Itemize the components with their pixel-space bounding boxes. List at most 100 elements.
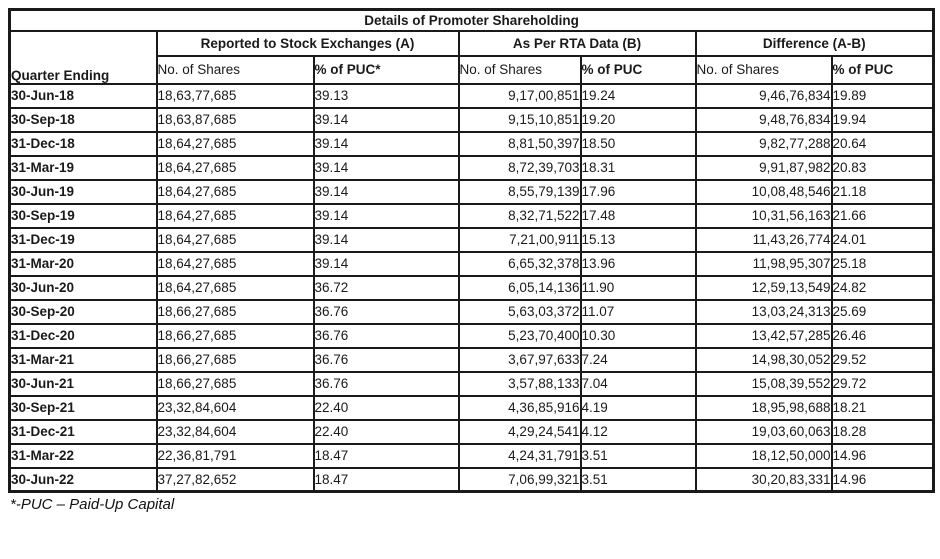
rta-puc-cell: 4.19 [579, 394, 697, 421]
diff-shares-cell: 19,03,60,063 [694, 418, 833, 445]
table-row: 30-Jun-18 18,63,77,685 39.13 9,17,00,851… [8, 82, 935, 109]
reported-shares-cell: 23,32,84,604 [155, 394, 315, 421]
reported-puc-cell: 36.72 [312, 274, 460, 301]
reported-puc-cell: 36.76 [312, 322, 460, 349]
diff-shares-cell: 15,08,39,552 [694, 370, 833, 397]
rta-shares-cell: 4,29,24,541 [457, 418, 582, 445]
promoter-shareholding-table: Details of Promoter Shareholding Quarter… [8, 8, 936, 493]
quarter-cell: 30-Sep-19 [8, 202, 158, 229]
diff-puc-cell: 26.46 [830, 322, 935, 349]
quarter-cell: 30-Sep-20 [8, 298, 158, 325]
diff-shares-cell: 10,08,48,546 [694, 178, 833, 205]
diff-shares-cell: 18,95,98,688 [694, 394, 833, 421]
reported-puc-cell: 36.76 [312, 370, 460, 397]
quarter-cell: 31-Dec-21 [8, 418, 158, 445]
diff-puc-cell: 19.94 [830, 106, 935, 133]
reported-puc-cell: 39.14 [312, 130, 460, 157]
reported-shares-cell: 18,66,27,685 [155, 298, 315, 325]
table-row: 31-Mar-20 18,64,27,685 39.14 6,65,32,378… [8, 250, 935, 277]
quarter-cell: 31-Dec-18 [8, 130, 158, 157]
diff-shares-cell: 13,03,24,313 [694, 298, 833, 325]
table-row: 30-Sep-21 23,32,84,604 22.40 4,36,85,916… [8, 394, 935, 421]
rta-shares-cell: 7,21,00,911 [457, 226, 582, 253]
quarter-cell: 31-Dec-19 [8, 226, 158, 253]
rta-puc-cell: 17.48 [579, 202, 697, 229]
subheader-reported-shares: No. of Shares [155, 54, 315, 85]
reported-puc-cell: 18.47 [312, 442, 460, 469]
rta-puc-cell: 3.51 [579, 466, 697, 493]
rta-puc-cell: 3.51 [579, 442, 697, 469]
rta-puc-cell: 7.24 [579, 346, 697, 373]
rta-puc-cell: 4.12 [579, 418, 697, 445]
quarter-cell: 30-Jun-19 [8, 178, 158, 205]
subheader-reported-puc: % of PUC* [312, 54, 460, 85]
table-row: 30-Sep-20 18,66,27,685 36.76 5,63,03,372… [8, 298, 935, 325]
reported-puc-cell: 39.14 [312, 106, 460, 133]
diff-puc-cell: 14.96 [830, 466, 935, 493]
rta-puc-cell: 15.13 [579, 226, 697, 253]
rta-puc-cell: 13.96 [579, 250, 697, 277]
reported-shares-cell: 18,63,87,685 [155, 106, 315, 133]
reported-puc-cell: 39.13 [312, 82, 460, 109]
quarter-cell: 30-Jun-18 [8, 82, 158, 109]
diff-puc-cell: 24.01 [830, 226, 935, 253]
rta-shares-cell: 5,63,03,372 [457, 298, 582, 325]
rta-shares-cell: 6,65,32,378 [457, 250, 582, 277]
table-row: 30-Sep-19 18,64,27,685 39.14 8,32,71,522… [8, 202, 935, 229]
diff-puc-cell: 29.52 [830, 346, 935, 373]
reported-shares-cell: 18,64,27,685 [155, 154, 315, 181]
rta-shares-cell: 3,57,88,133 [457, 370, 582, 397]
reported-puc-cell: 39.14 [312, 178, 460, 205]
diff-shares-cell: 9,48,76,834 [694, 106, 833, 133]
rta-puc-cell: 10.30 [579, 322, 697, 349]
quarter-cell: 30-Sep-18 [8, 106, 158, 133]
rta-shares-cell: 7,06,99,321 [457, 466, 582, 493]
rta-puc-cell: 7.04 [579, 370, 697, 397]
reported-puc-cell: 18.47 [312, 466, 460, 493]
table-row: 31-Dec-19 18,64,27,685 39.14 7,21,00,911… [8, 226, 935, 253]
diff-puc-cell: 18.21 [830, 394, 935, 421]
reported-shares-cell: 18,64,27,685 [155, 250, 315, 277]
diff-shares-cell: 10,31,56,163 [694, 202, 833, 229]
table-row: 30-Jun-21 18,66,27,685 36.76 3,57,88,133… [8, 370, 935, 397]
table-row: 31-Dec-21 23,32,84,604 22.40 4,29,24,541… [8, 418, 935, 445]
diff-puc-cell: 21.18 [830, 178, 935, 205]
rta-shares-cell: 9,17,00,851 [457, 82, 582, 109]
table-row: 30-Sep-18 18,63,87,685 39.14 9,15,10,851… [8, 106, 935, 133]
diff-shares-cell: 11,98,95,307 [694, 250, 833, 277]
group-header-reported: Reported to Stock Exchanges (A) [155, 29, 460, 57]
diff-puc-cell: 25.18 [830, 250, 935, 277]
diff-puc-cell: 24.82 [830, 274, 935, 301]
subheader-rta-shares: No. of Shares [457, 54, 582, 85]
table-body: 30-Jun-18 18,63,77,685 39.13 9,17,00,851… [8, 82, 935, 493]
diff-puc-cell: 20.83 [830, 154, 935, 181]
reported-shares-cell: 18,63,77,685 [155, 82, 315, 109]
reported-puc-cell: 39.14 [312, 250, 460, 277]
quarter-cell: 31-Mar-20 [8, 250, 158, 277]
sub-header-row: No. of Shares % of PUC* No. of Shares % … [10, 54, 935, 85]
quarter-cell: 30-Jun-22 [8, 466, 158, 493]
rta-puc-cell: 19.20 [579, 106, 697, 133]
rta-puc-cell: 18.50 [579, 130, 697, 157]
group-header-rta: As Per RTA Data (B) [457, 29, 697, 57]
diff-puc-cell: 18.28 [830, 418, 935, 445]
diff-shares-cell: 9,82,77,288 [694, 130, 833, 157]
rta-puc-cell: 11.07 [579, 298, 697, 325]
rta-shares-cell: 8,72,39,703 [457, 154, 582, 181]
quarter-ending-header: Quarter Ending [8, 29, 158, 85]
diff-puc-cell: 19.89 [830, 82, 935, 109]
quarter-cell: 30-Jun-20 [8, 274, 158, 301]
quarter-cell: 31-Mar-19 [8, 154, 158, 181]
diff-shares-cell: 11,43,26,774 [694, 226, 833, 253]
subheader-diff-shares: No. of Shares [694, 54, 833, 85]
reported-puc-cell: 39.14 [312, 226, 460, 253]
reported-shares-cell: 18,66,27,685 [155, 322, 315, 349]
table-row: 31-Dec-18 18,64,27,685 39.14 8,81,50,397… [8, 130, 935, 157]
diff-shares-cell: 18,12,50,000 [694, 442, 833, 469]
diff-puc-cell: 25.69 [830, 298, 935, 325]
diff-shares-cell: 30,20,83,331 [694, 466, 833, 493]
footnote: *-PUC – Paid-Up Capital [10, 496, 175, 513]
reported-puc-cell: 39.14 [312, 202, 460, 229]
rta-shares-cell: 5,23,70,400 [457, 322, 582, 349]
